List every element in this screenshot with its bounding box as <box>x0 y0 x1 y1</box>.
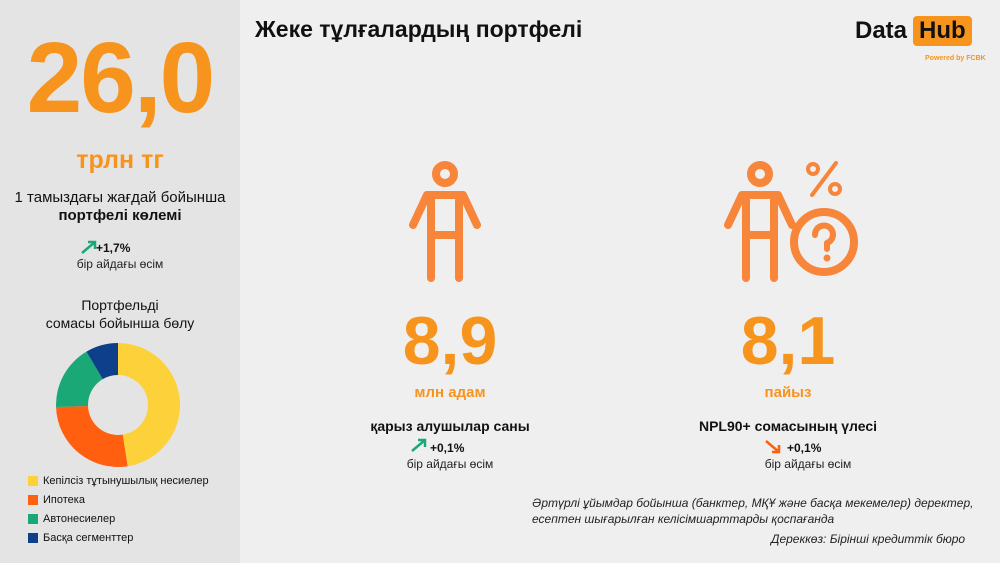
borrowers-label: қарыз алушылар саны <box>370 418 530 434</box>
portfolio-change: +1,7% <box>96 241 131 255</box>
legend-swatch <box>28 514 38 524</box>
page-title: Жеке тұлғалардың портфелі <box>255 16 583 42</box>
arrow-down-icon <box>765 440 781 454</box>
datahub-logo: Data Hub <box>855 16 972 46</box>
person-icon <box>409 161 481 282</box>
npl-unit: пайыз <box>764 384 812 401</box>
borrowers-change: +0,1% <box>430 441 465 455</box>
legend-item: Кепілсіз тұтынушылық несиелер <box>28 475 209 487</box>
legend-swatch <box>28 476 38 486</box>
pie-title: Портфельді сомасы бойынша бөлу <box>45 297 195 331</box>
footnote-line2: есептен шығарылған келісімшарттарды қосп… <box>532 512 835 526</box>
donut-slice <box>56 351 103 407</box>
portfolio-change-label: бір айдағы өсім <box>76 257 164 271</box>
caption-line1: 1 тамыздағы жағдай бойынша <box>14 189 226 206</box>
donut-slice <box>86 343 118 380</box>
source-note: Дереккөз: Бірінші кредиттік бюро <box>771 532 966 546</box>
legend-item: Басқа сегменттер <box>28 532 133 544</box>
npl-change: +0,1% <box>787 441 822 455</box>
npl-value: 8,1 <box>740 303 836 379</box>
donut-slice <box>56 405 128 467</box>
legend-swatch <box>28 533 38 543</box>
left-panel: 26,0 трлн тг 1 тамыздағы жағдай бойынша … <box>0 0 240 563</box>
borrowers-change-label: бір айдағы өсім <box>406 457 494 471</box>
donut-chart <box>56 343 180 467</box>
npl-change-label: бір айдағы өсім <box>764 457 852 471</box>
portfolio-unit: трлн тг <box>76 146 164 174</box>
caption-line2: портфелі көлемі <box>58 207 182 224</box>
portfolio-value: 26,0 <box>26 22 216 134</box>
arrow-up-icon <box>81 240 97 254</box>
legend-item: Автонесиелер <box>28 513 115 525</box>
legend-swatch <box>28 495 38 505</box>
person-percent-question-icon <box>724 161 858 282</box>
npl-label: NPL90+ сомасының үлесі <box>698 418 878 434</box>
footnote-line1: Әртүрлі ұйымдар бойынша (банктер, МҚҰ жә… <box>532 496 974 510</box>
logo-powered: Powered by FCBK <box>925 55 986 62</box>
borrowers-value: 8,9 <box>402 303 498 379</box>
legend-item: Ипотека <box>28 494 85 506</box>
arrow-up-icon <box>411 438 427 452</box>
donut-slice <box>118 343 180 467</box>
borrowers-unit: млн адам <box>414 384 486 401</box>
